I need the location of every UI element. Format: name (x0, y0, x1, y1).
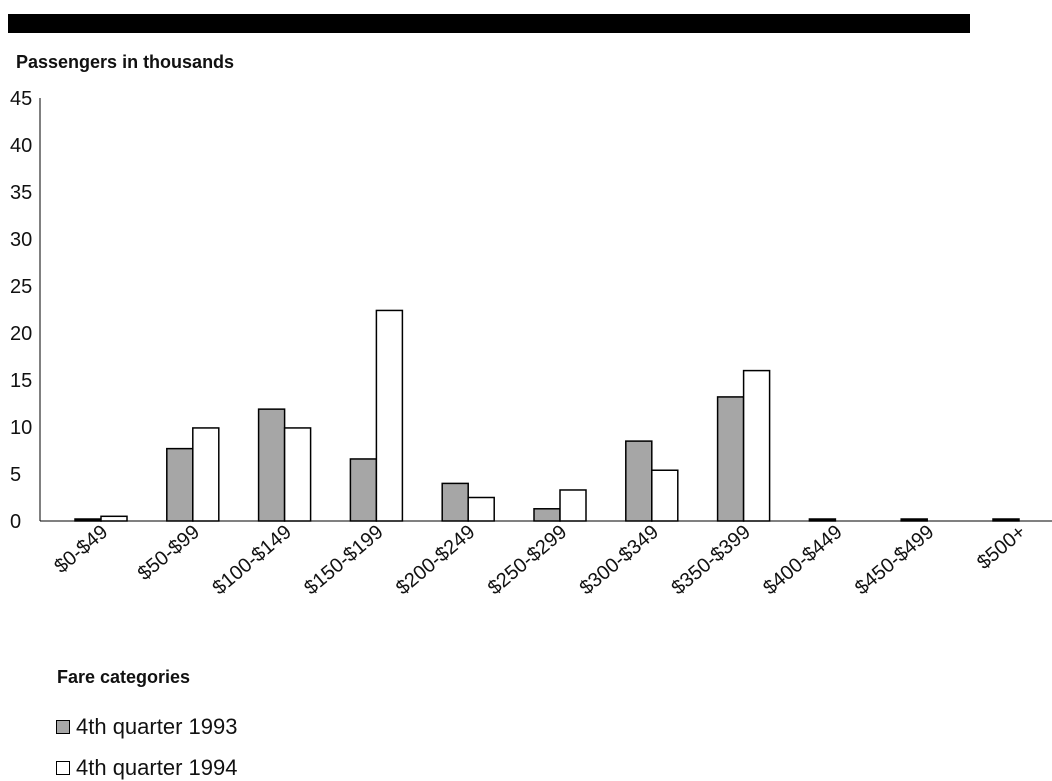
legend-label-1993: 4th quarter 1993 (76, 714, 238, 739)
x-tick-label: $150-$199 (300, 521, 387, 599)
bar-1994 (651, 469, 679, 522)
y-tick-label: 40 (10, 135, 32, 157)
x-axis-label: Fare categories (57, 667, 191, 687)
x-tick-label: $100-$149 (208, 521, 295, 599)
y-tick-label: 5 (10, 464, 21, 486)
y-tick-label: 0 (10, 511, 21, 533)
x-tick-label: $300-$349 (576, 521, 663, 599)
y-tick-label: 45 (10, 88, 32, 110)
x-tick-label: $250-$299 (484, 521, 571, 599)
x-tick-label: $450-$499 (851, 521, 938, 599)
x-tick-label: $400-$449 (759, 521, 846, 599)
bar-1993 (716, 396, 745, 522)
y-tick-label: 15 (10, 370, 32, 392)
bar-1993 (808, 518, 837, 522)
bar-1993 (625, 440, 653, 522)
bar-1993 (349, 458, 378, 522)
bar-1993 (900, 518, 928, 522)
bar-1994 (283, 427, 312, 522)
legend-swatch-1993 (56, 720, 70, 734)
x-tick-label: $50-$99 (134, 521, 204, 585)
x-tick-label: $500+ (973, 521, 1030, 574)
bar-chart: 0 5 10 15 20 25 30 35 40 45 $0-$49 $50-$99 $100-$149… (10, 88, 1052, 599)
y-tick-label: 30 (10, 229, 32, 251)
legend-item-1993: 4th quarter 1993 (56, 714, 237, 740)
bar-1994 (192, 427, 220, 522)
y-tick-label: 35 (10, 182, 32, 204)
bar-1993 (533, 508, 561, 522)
y-axis-label: Passengers in thousands (16, 52, 235, 72)
bar-1993 (992, 518, 1020, 522)
bar-1994 (559, 489, 587, 522)
y-tick-label: 20 (10, 323, 32, 345)
x-tick-label: $350-$399 (667, 521, 754, 599)
x-tick-label: $0-$49 (50, 521, 112, 578)
bar-1993 (257, 408, 286, 522)
legend-label-1994: 4th quarter 1994 (76, 755, 238, 780)
legend-item-1994: 4th quarter 1994 (56, 755, 237, 781)
bar-1994 (742, 369, 771, 522)
x-tick-label: $200-$249 (392, 521, 479, 599)
bar-1994 (375, 309, 404, 522)
y-tick-label: 25 (10, 276, 32, 298)
header-bar (8, 14, 970, 33)
bar-1993 (441, 482, 469, 522)
bar-1993 (166, 447, 194, 522)
bar-1994 (467, 496, 495, 522)
legend-swatch-1994 (56, 761, 70, 775)
bar-1994 (100, 515, 128, 522)
y-tick-label: 10 (10, 417, 32, 439)
